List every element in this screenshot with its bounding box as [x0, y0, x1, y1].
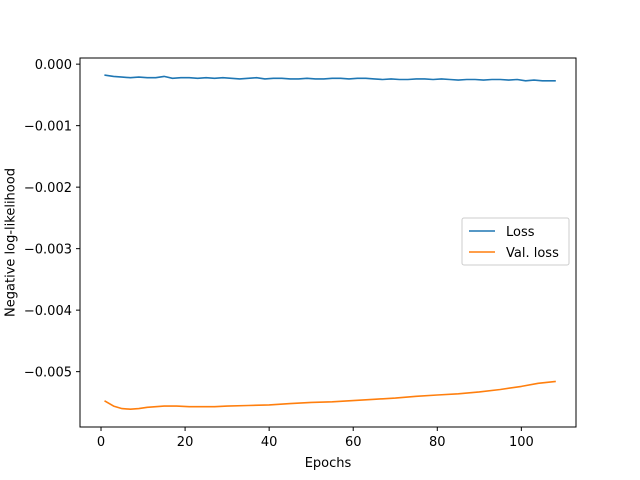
y-tick-label: −0.003 — [24, 243, 72, 258]
x-tick-label: 80 — [429, 435, 446, 450]
y-tick-label: −0.001 — [24, 120, 72, 135]
legend-label: Val. loss — [506, 246, 559, 261]
x-tick-label: 60 — [345, 435, 362, 450]
legend-label: Loss — [506, 225, 535, 240]
x-axis-ticks: 0 20 40 60 80 100 — [97, 427, 534, 450]
x-tick-label: 100 — [509, 435, 534, 450]
legend: Loss Val. loss — [461, 217, 570, 266]
x-tick-label: 40 — [261, 435, 278, 450]
y-tick-label: −0.004 — [24, 304, 72, 319]
x-tick-label: 0 — [97, 435, 105, 450]
y-axis-ticks: 0.000 −0.001 −0.002 −0.003 −0.004 −0.005 — [24, 58, 80, 381]
series-line-val-loss — [104, 380, 556, 411]
series-layer — [104, 74, 556, 411]
plot-area: 0 20 40 60 80 100 0.000 −0.001 −0.002 −0.003 −0.0… — [24, 57, 577, 450]
series-line-loss — [104, 74, 556, 82]
x-tick-label: 20 — [177, 435, 194, 450]
axes-frame — [79, 57, 577, 428]
legend-box — [461, 217, 570, 266]
x-axis-label: Epochs — [305, 456, 352, 471]
y-tick-label: 0.000 — [35, 58, 72, 73]
y-axis-label: Negative log-likelihood — [4, 168, 19, 317]
y-tick-label: −0.002 — [24, 181, 72, 196]
y-tick-label: −0.005 — [24, 366, 72, 381]
